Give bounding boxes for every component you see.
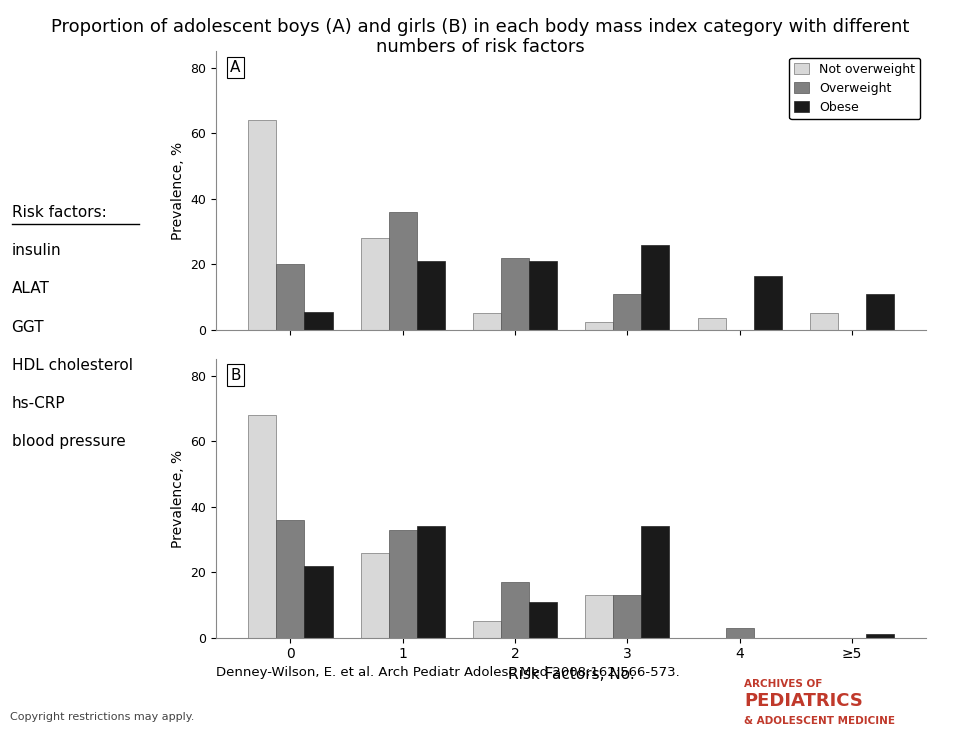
Bar bbox=[866, 294, 894, 330]
Bar bbox=[613, 294, 641, 330]
Bar bbox=[698, 318, 726, 330]
Bar bbox=[417, 526, 444, 638]
Bar bbox=[641, 526, 669, 638]
Text: GGT: GGT bbox=[12, 320, 44, 334]
Bar bbox=[613, 595, 641, 638]
Bar bbox=[276, 520, 304, 638]
Text: HDL cholesterol: HDL cholesterol bbox=[12, 358, 132, 372]
Bar bbox=[501, 258, 529, 330]
Bar bbox=[389, 529, 417, 638]
Bar bbox=[754, 276, 781, 330]
Text: numbers of risk factors: numbers of risk factors bbox=[375, 38, 585, 56]
Text: Denney-Wilson, E. et al. Arch Pediatr Adolesc Med 2008;162:566-573.: Denney-Wilson, E. et al. Arch Pediatr Ad… bbox=[216, 666, 680, 679]
Bar bbox=[473, 622, 501, 638]
Y-axis label: Prevalence, %: Prevalence, % bbox=[171, 449, 184, 548]
Text: PEDIATRICS: PEDIATRICS bbox=[744, 691, 863, 710]
Bar bbox=[866, 635, 894, 638]
Bar bbox=[586, 595, 613, 638]
Bar bbox=[501, 582, 529, 638]
Bar bbox=[249, 120, 276, 330]
Bar bbox=[641, 245, 669, 330]
Text: Copyright restrictions may apply.: Copyright restrictions may apply. bbox=[10, 712, 194, 722]
Bar bbox=[304, 566, 332, 638]
X-axis label: Risk Factors, No.: Risk Factors, No. bbox=[508, 667, 635, 682]
Bar bbox=[361, 553, 389, 638]
Bar bbox=[304, 312, 332, 330]
Bar bbox=[473, 314, 501, 330]
Bar bbox=[389, 212, 417, 330]
Text: blood pressure: blood pressure bbox=[12, 434, 125, 449]
Bar bbox=[276, 265, 304, 330]
Bar bbox=[417, 261, 444, 330]
Bar bbox=[726, 628, 754, 638]
Bar bbox=[810, 314, 838, 330]
Text: hs-CRP: hs-CRP bbox=[12, 396, 65, 410]
Text: A: A bbox=[230, 59, 241, 75]
Text: Proportion of adolescent boys (A) and girls (B) in each body mass index category: Proportion of adolescent boys (A) and gi… bbox=[51, 18, 909, 37]
Bar bbox=[361, 238, 389, 330]
Bar bbox=[529, 261, 557, 330]
Text: B: B bbox=[230, 367, 241, 383]
Bar bbox=[249, 415, 276, 638]
Bar bbox=[586, 322, 613, 330]
Text: insulin: insulin bbox=[12, 243, 61, 258]
Bar bbox=[529, 602, 557, 638]
Text: & ADOLESCENT MEDICINE: & ADOLESCENT MEDICINE bbox=[744, 715, 895, 726]
Text: ARCHIVES OF: ARCHIVES OF bbox=[744, 679, 823, 689]
Y-axis label: Prevalence, %: Prevalence, % bbox=[171, 141, 184, 240]
Text: Risk factors:: Risk factors: bbox=[12, 205, 107, 220]
Text: ALAT: ALAT bbox=[12, 281, 49, 296]
Legend: Not overweight, Overweight, Obese: Not overweight, Overweight, Obese bbox=[789, 58, 920, 119]
